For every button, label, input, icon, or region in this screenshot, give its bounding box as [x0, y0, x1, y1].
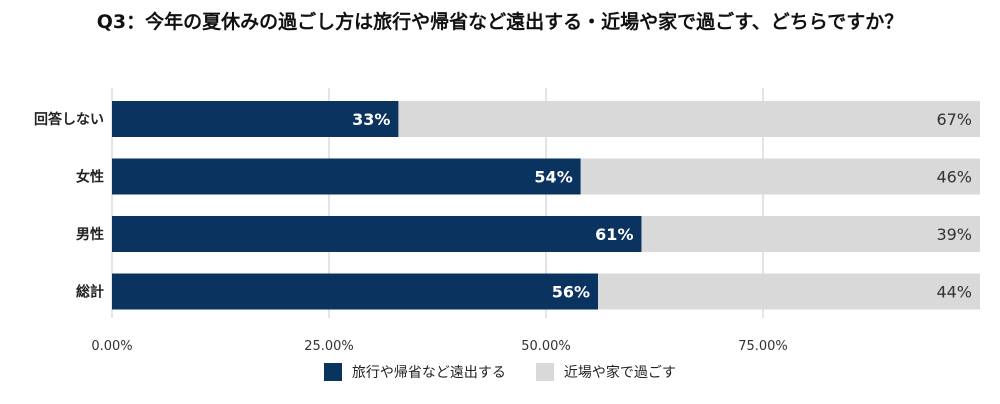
category-label: 男性: [76, 226, 104, 243]
bar-segment: [112, 273, 599, 310]
category-label: 回答しない: [34, 111, 104, 128]
bar-segment: [112, 158, 581, 195]
bar-segment: [580, 158, 980, 195]
chart-title: Q3：今年の夏休みの過ごし方は旅行や帰省など遠出する・近場や家で過ごす、どちらで…: [96, 11, 904, 33]
legend-item-series-1[interactable]: 近場や家で過ごす: [535, 362, 677, 382]
data-label: 54%: [534, 168, 572, 187]
category-label: 総計: [76, 284, 104, 301]
x-tick-label: 0.00%: [91, 339, 132, 354]
bar-segment: [598, 273, 980, 310]
legend-swatch-series-0: [323, 363, 342, 381]
data-label: 56%: [552, 283, 590, 302]
legend-item-series-0[interactable]: 旅行や帰省など遠出する: [323, 362, 506, 382]
x-tick-label: 75.00%: [738, 339, 788, 354]
legend: 旅行や帰省など遠出する 近場や家で過ごす: [0, 362, 1000, 382]
bar-segment: [112, 101, 399, 137]
data-label: 46%: [936, 168, 972, 187]
legend-swatch-series-1: [535, 363, 554, 381]
data-label: 61%: [595, 225, 633, 244]
bar-segment: [398, 101, 980, 137]
x-tick-label: 50.00%: [521, 339, 571, 354]
category-label: 女性: [76, 169, 104, 186]
data-label: 44%: [936, 283, 972, 302]
legend-label-series-0: 旅行や帰省など遠出する: [351, 365, 506, 381]
legend-label-series-1: 近場や家で過ごす: [563, 365, 677, 381]
data-label: 39%: [936, 225, 972, 244]
bar-segment: [641, 216, 980, 252]
x-tick-label: 25.00%: [304, 339, 354, 354]
bar-segment: [112, 216, 642, 252]
data-label: 67%: [936, 110, 972, 129]
data-label: 33%: [352, 110, 390, 129]
